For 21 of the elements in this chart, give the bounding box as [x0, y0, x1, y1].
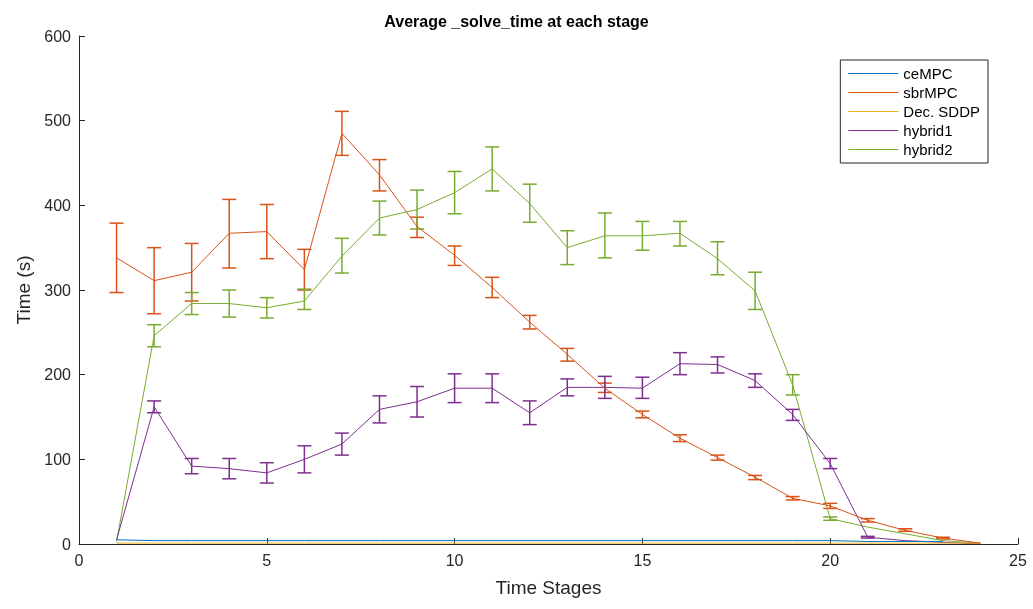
x-axis-title: Time Stages — [495, 577, 602, 598]
chart-title: Average _solve_time at each stage — [384, 12, 649, 30]
legend-label: Dec. SDDP — [903, 103, 980, 120]
y-tick-label: 200 — [44, 366, 72, 384]
x-tick-label: 10 — [445, 551, 464, 569]
x-tick-label: 15 — [633, 551, 652, 569]
x-tick-label: 25 — [1009, 551, 1027, 569]
x-tick-label: 5 — [262, 551, 272, 569]
y-tick-label: 300 — [44, 281, 72, 299]
legend-label: sbrMPC — [903, 84, 958, 101]
y-axis-title: Time (s) — [13, 255, 35, 325]
y-tick-label: 500 — [44, 112, 72, 130]
x-tick-label: 20 — [821, 551, 840, 569]
legend-label: hybrid2 — [903, 141, 953, 158]
legend-label: ceMPC — [903, 65, 953, 82]
y-tick-label: 100 — [44, 450, 72, 468]
y-tick-label: 400 — [44, 196, 72, 214]
y-tick-label: 600 — [44, 27, 72, 45]
y-tick-label: 0 — [62, 535, 72, 553]
x-tick-label: 0 — [74, 551, 84, 569]
legend-label: hybrid1 — [903, 122, 953, 139]
